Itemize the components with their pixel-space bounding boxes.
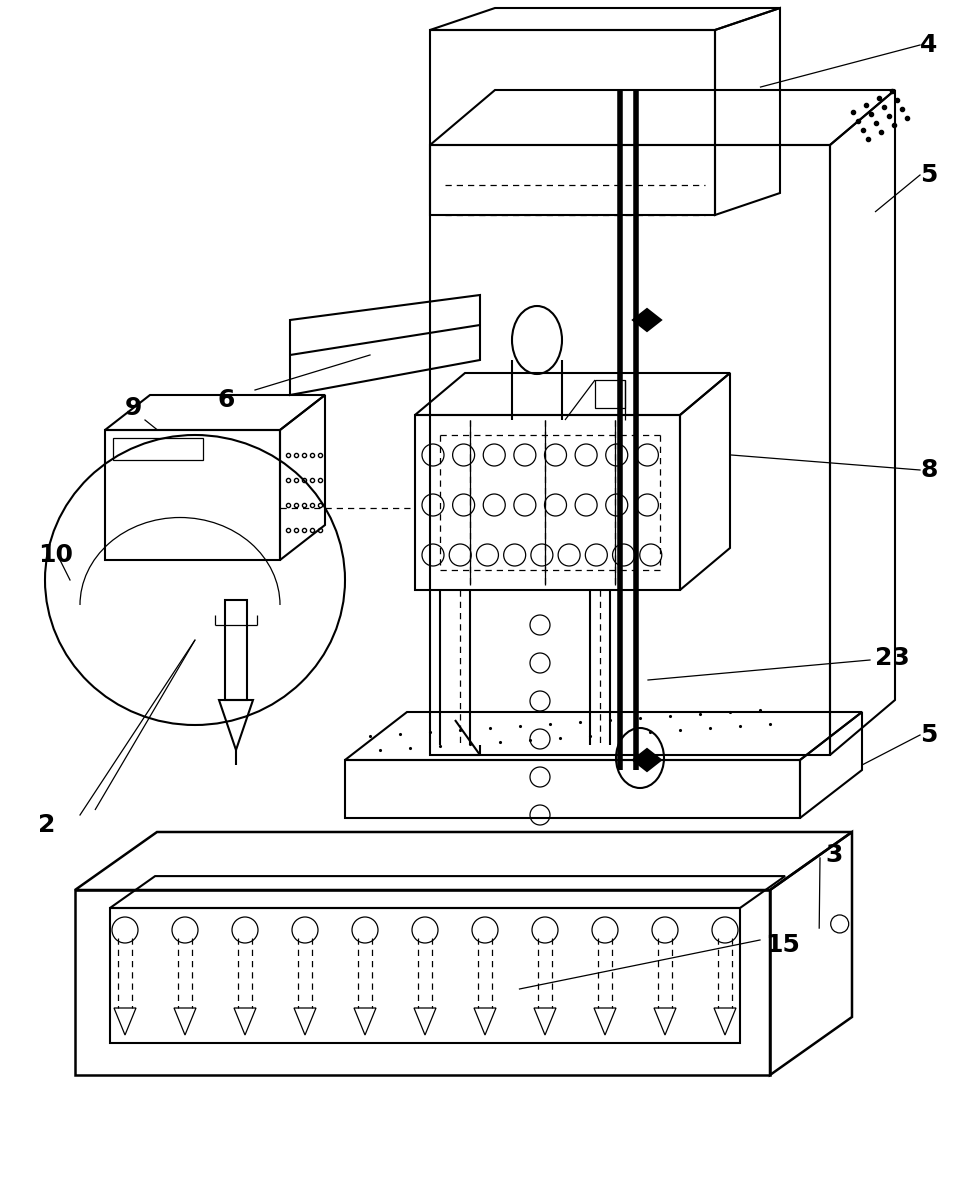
Text: 9: 9 — [125, 395, 143, 419]
Text: 23: 23 — [875, 645, 910, 670]
Text: 4: 4 — [920, 32, 937, 56]
Text: 10: 10 — [38, 543, 73, 567]
Text: 8: 8 — [920, 458, 937, 482]
Text: 5: 5 — [920, 163, 937, 188]
Text: 6: 6 — [217, 388, 235, 412]
Text: 5: 5 — [920, 722, 937, 746]
Polygon shape — [633, 749, 661, 770]
Text: 3: 3 — [825, 843, 842, 867]
Text: 15: 15 — [765, 933, 800, 957]
Polygon shape — [633, 309, 661, 331]
Text: 2: 2 — [38, 813, 56, 837]
